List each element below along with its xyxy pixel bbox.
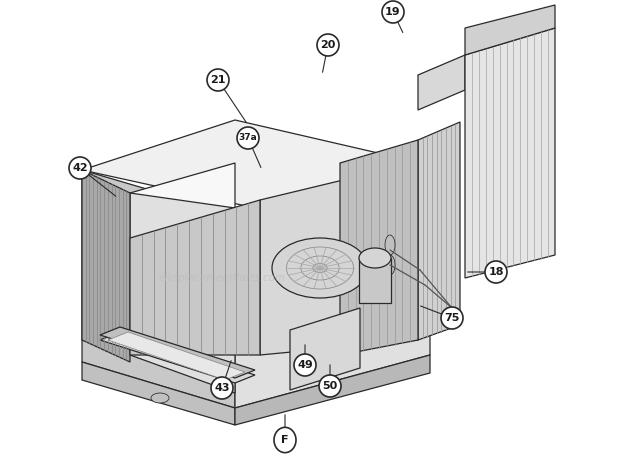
- Polygon shape: [82, 362, 235, 425]
- Polygon shape: [130, 193, 235, 393]
- Ellipse shape: [237, 127, 259, 149]
- Text: 43: 43: [215, 383, 230, 393]
- Polygon shape: [465, 5, 555, 55]
- Text: 21: 21: [210, 75, 226, 85]
- Polygon shape: [100, 327, 255, 378]
- Polygon shape: [235, 165, 430, 408]
- Ellipse shape: [272, 238, 368, 298]
- Text: 75: 75: [445, 313, 459, 323]
- Polygon shape: [100, 332, 255, 383]
- Ellipse shape: [382, 1, 404, 23]
- Polygon shape: [290, 308, 360, 390]
- Polygon shape: [130, 163, 235, 238]
- Polygon shape: [260, 162, 418, 355]
- Text: 49: 49: [297, 360, 313, 370]
- Polygon shape: [130, 200, 260, 355]
- Ellipse shape: [211, 377, 233, 399]
- Text: 42: 42: [72, 163, 88, 173]
- Text: 37a: 37a: [239, 134, 257, 143]
- Polygon shape: [340, 140, 418, 355]
- Ellipse shape: [385, 235, 395, 255]
- Ellipse shape: [294, 354, 316, 376]
- Polygon shape: [108, 332, 245, 380]
- Text: 50: 50: [322, 381, 338, 391]
- Polygon shape: [82, 170, 235, 408]
- Polygon shape: [235, 355, 430, 425]
- Text: F: F: [281, 435, 289, 445]
- Ellipse shape: [274, 428, 296, 453]
- Polygon shape: [359, 258, 391, 303]
- Ellipse shape: [151, 393, 169, 403]
- Text: 20: 20: [321, 40, 335, 50]
- Ellipse shape: [319, 375, 341, 397]
- Ellipse shape: [385, 255, 395, 275]
- Polygon shape: [418, 55, 465, 110]
- Polygon shape: [418, 122, 460, 340]
- Polygon shape: [465, 28, 555, 278]
- Ellipse shape: [485, 261, 507, 283]
- Ellipse shape: [359, 248, 391, 268]
- Ellipse shape: [441, 307, 463, 329]
- Text: 19: 19: [385, 7, 401, 17]
- Text: eReplacementParts.com: eReplacementParts.com: [159, 273, 286, 283]
- Polygon shape: [82, 120, 430, 213]
- Polygon shape: [82, 170, 130, 362]
- Ellipse shape: [69, 157, 91, 179]
- Ellipse shape: [317, 34, 339, 56]
- Ellipse shape: [207, 69, 229, 91]
- Text: 18: 18: [489, 267, 503, 277]
